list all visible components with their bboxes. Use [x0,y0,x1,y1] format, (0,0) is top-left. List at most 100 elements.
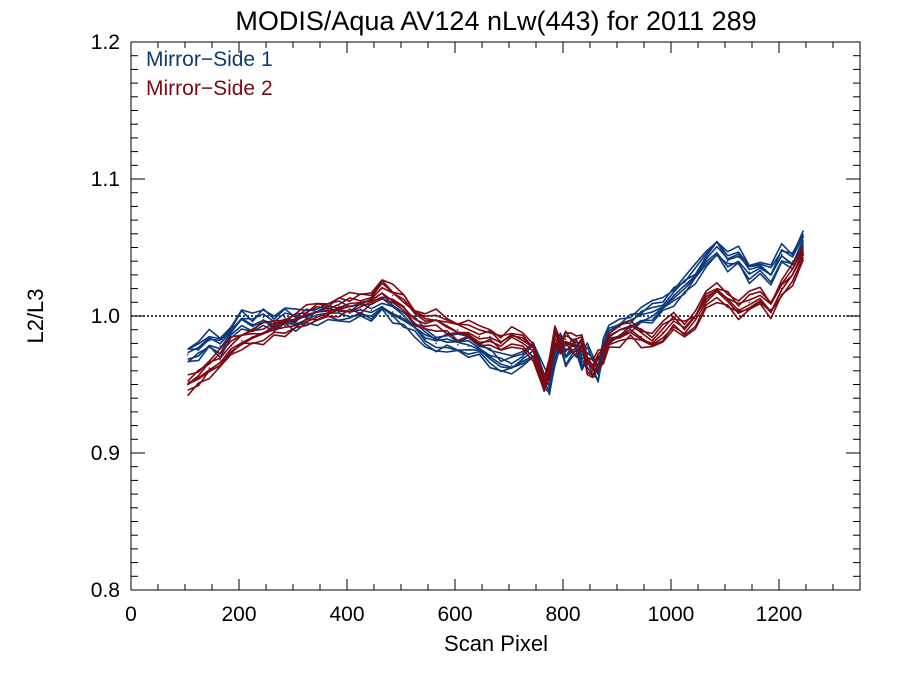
series-1-point [640,315,643,317]
x-tick-label: 600 [437,603,472,626]
x-tick-label: 0 [125,603,137,626]
series-2-point [446,324,448,327]
x-tick-label: 1200 [756,603,803,626]
series-2-point [683,328,686,331]
x-tick-label: 400 [329,603,364,626]
series-1-point [230,331,232,334]
series-2-point [424,322,427,324]
series-2-point [748,301,751,304]
series-2-point [543,383,545,386]
y-tick-label: 0.9 [91,442,120,465]
series-2-line [187,250,805,386]
y-tick-label: 1.1 [91,168,120,191]
series-2-point [759,294,761,297]
series-2-point [672,320,675,323]
series-2-point [359,301,362,304]
series-1-point [338,311,340,313]
series-1-point [780,253,783,256]
series-2-point [651,339,653,342]
series-2-point [208,367,211,369]
series-1-point [554,353,556,356]
x-tick-labels: 0 200 400 600 800 1000 1200 [125,603,802,626]
series-2-point [770,308,772,311]
series-2-point [294,320,297,323]
series-1-point [219,345,221,347]
series-1-point [500,363,502,365]
legend: Mirror−Side 1 Mirror−Side 2 [146,48,273,100]
series-2-point [478,335,481,338]
series-2-point [662,331,664,334]
series-2-point [273,328,275,331]
series-1-line [187,233,804,382]
series-1-point [413,326,416,328]
series-1-point [240,317,243,320]
series-2-point [370,297,373,300]
series-1-line [187,246,805,394]
series-2-point [338,305,340,308]
series-1-point [802,235,805,238]
series-1-point [662,304,664,306]
x-tick-label: 200 [221,603,256,626]
series-2-point [564,338,567,341]
series-2-line [187,254,805,389]
series-2-point [327,308,329,311]
series-1-point [510,364,513,367]
series-2-point [640,335,643,338]
series-1-point [456,344,459,346]
minor-ticks [131,42,861,590]
series-2-point [591,370,594,372]
series-1-point [705,257,707,260]
series-2-point [791,274,794,276]
series-2-point [467,328,470,331]
series-2-point [381,287,383,290]
series-2-point [802,253,805,256]
series-2-point [230,345,232,347]
series-2-point [240,339,243,342]
y-axis-label: L2/L3 [23,288,48,343]
series-2-point [489,335,491,338]
series-2-point [575,345,578,347]
series-2-point [284,324,286,327]
series-1-point [489,356,491,358]
series-1-point [370,309,373,312]
series-1-point [759,267,761,269]
series-1-point [402,317,405,320]
series-2-point [597,359,599,361]
series-2-point [413,315,416,317]
series-2-point [521,342,524,345]
series-2-line [187,246,804,380]
series-1-point [208,339,211,342]
series-1-point [521,356,524,358]
series-2-point [197,376,200,379]
series-2-bundle [186,246,805,397]
series-1-point [381,302,383,305]
series-1-point [737,256,740,258]
series-2-point [348,302,351,305]
legend-item-mirror-side-2: Mirror−Side 2 [146,77,273,100]
series-1-point [651,311,653,313]
series-2-point [510,335,513,338]
series-2-line [187,259,805,397]
series-1-point [262,316,265,319]
series-2-point [435,319,437,321]
series-2-point [570,342,572,345]
series-2-point [262,333,265,335]
series-2-point [608,339,610,342]
series-layer [186,230,805,397]
series-1-point [348,312,351,315]
series-1-point [629,322,632,324]
series-1-point [284,316,286,319]
series-2-point [554,335,556,338]
series-1-point [467,345,470,347]
series-1-line [187,241,805,392]
series-1-point [316,313,319,316]
series-2-point [500,342,502,345]
series-2-point [532,349,535,352]
series-2-point [586,363,589,365]
series-2-point [219,359,221,361]
series-2-point [629,328,632,331]
series-1-point [424,338,427,341]
series-2-point [251,335,254,338]
